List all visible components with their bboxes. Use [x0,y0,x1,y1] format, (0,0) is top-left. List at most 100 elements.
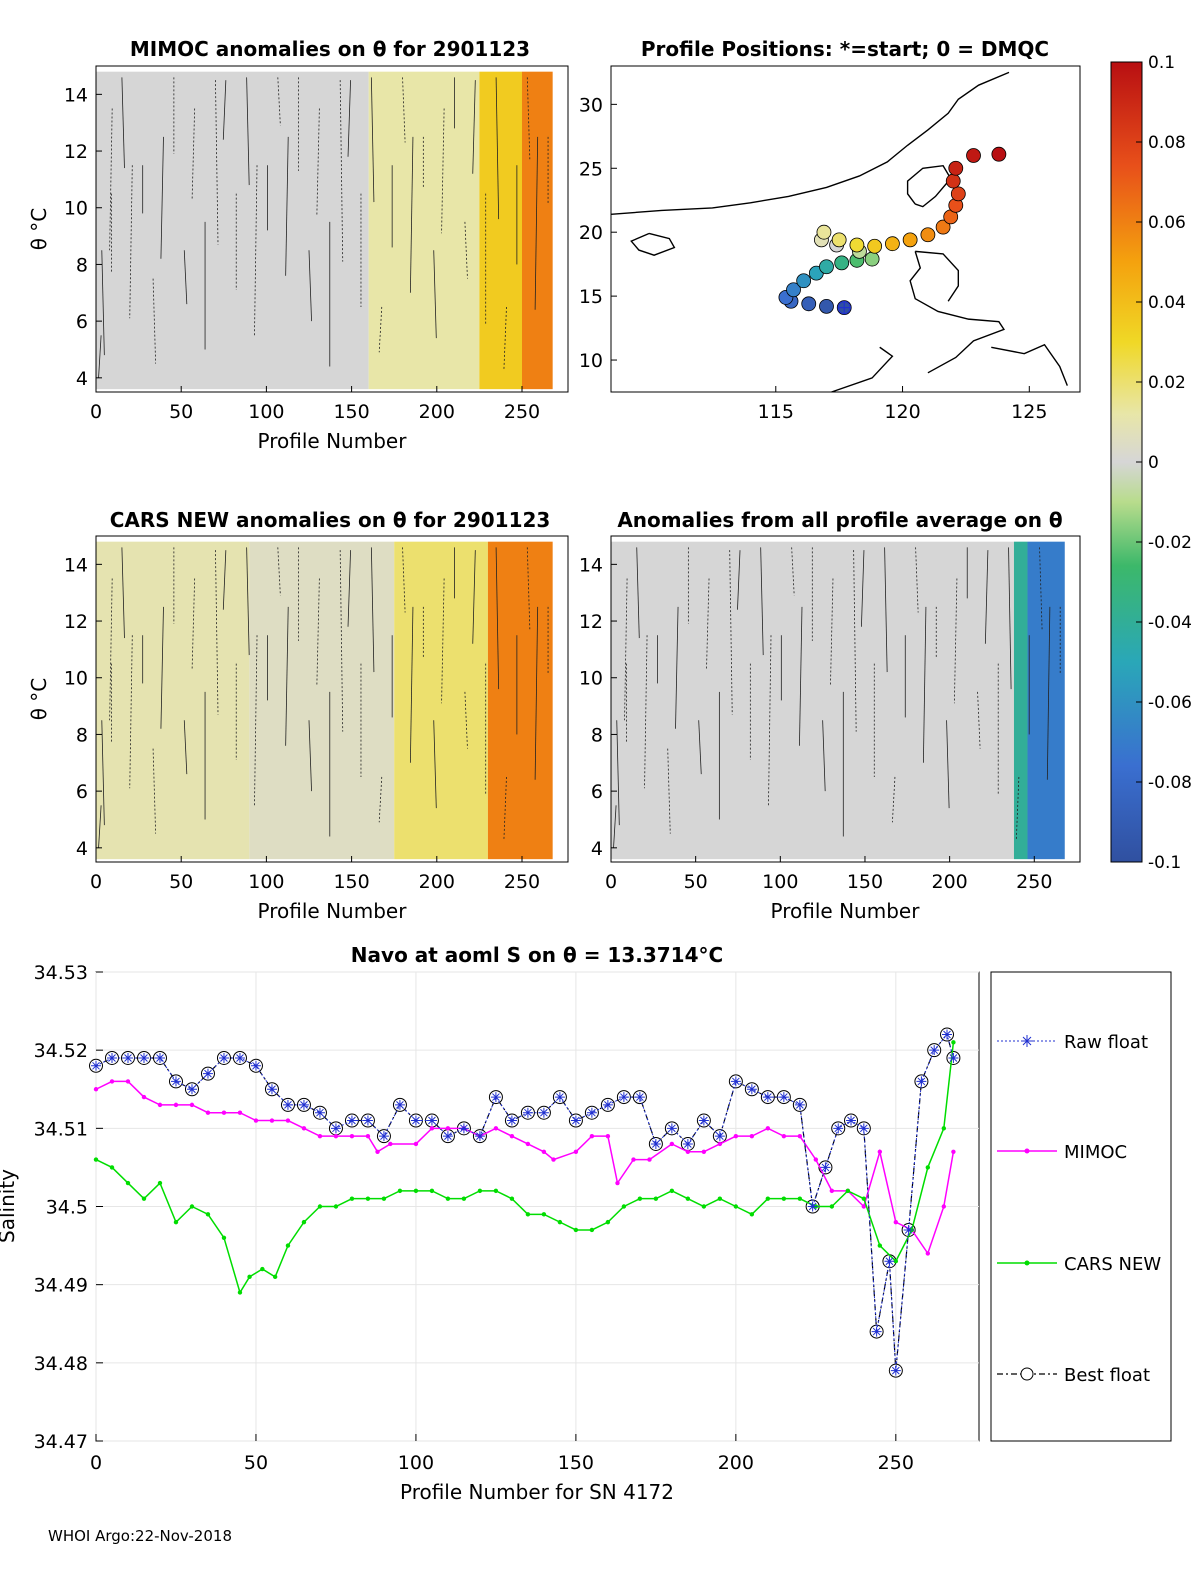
mimoc-point [717,1141,723,1147]
y-tick-label: 12 [64,141,88,163]
contour-line [534,136,539,310]
contour-line [464,691,468,749]
mimoc-point [333,1133,339,1139]
profile-position-marker [834,255,850,271]
profile-position-marker [950,186,966,202]
x-tick-label: 150 [558,1452,594,1474]
raw-float-marker [618,1092,629,1103]
contour-line [215,80,219,245]
raw-float-marker [394,1099,405,1110]
x-tick-label: 250 [1016,871,1052,893]
cars-new-point [951,1040,956,1045]
raw-float-marker [554,1092,565,1103]
mimoc-point [941,1204,947,1209]
x-tick-label: 115 [758,401,794,423]
contour-line [183,720,188,775]
cars-new-point [429,1188,435,1194]
mimoc-point [93,1087,99,1092]
raw-float-marker [282,1099,293,1110]
mimoc-point [205,1110,211,1115]
contour-line [946,720,950,809]
cars-new-point [861,1196,867,1201]
y-tick-label: 12 [64,611,88,633]
mimoc-point [589,1133,595,1139]
raw-float-marker [202,1068,213,1079]
y-tick-label: 4 [76,368,88,390]
x-tick-label: 100 [398,1452,434,1474]
coastline-6 [630,232,676,256]
cars-new-point [333,1204,339,1209]
contour-line [1046,606,1051,780]
y-tick-label: 30 [579,94,603,116]
y-tick-label: 10 [579,668,603,690]
x-tick-label: 100 [762,871,798,893]
allavg-title: Anomalies from all profile average on θ [617,508,1062,532]
y-tick-label: 6 [76,311,88,333]
mimoc-point [551,1157,556,1162]
legend-mimoc-marker [1024,1148,1030,1154]
cars-new-point [941,1126,947,1131]
raw-float-marker [650,1138,661,1149]
raw-float-marker [929,1045,940,1056]
cars-new-point [189,1204,195,1209]
profile-position-marker [902,232,918,248]
legend-raw-float-marker [1021,1035,1033,1047]
raw-float-marker [762,1092,773,1103]
positions-map [610,71,1068,393]
y-tick-label: 8 [76,724,88,746]
anomaly-band-2 [479,71,522,390]
y-tick-label: 34.5 [46,1197,88,1219]
colorbar-tick-label: 0.08 [1148,133,1186,153]
contour-line [644,635,648,789]
contour-line [316,108,320,217]
cars-new-point [125,1180,131,1186]
cars-new-point [701,1204,707,1209]
profile-position-marker [816,224,832,240]
x-tick-label: 0 [90,1452,102,1474]
contour-line [308,250,312,322]
mimoc-point [951,1149,956,1154]
allavg-panel: Anomalies from all profile average on θ … [579,508,1081,923]
colorbar-tick-label: 0.02 [1148,373,1186,393]
contour-line [160,606,164,729]
contour-line [254,165,258,336]
cars-new-point [365,1196,371,1201]
y-tick-label: 14 [64,84,88,106]
salinity-legend: Raw float MIMOC CARS NEW Best float [990,971,1172,1442]
contour-line [915,547,919,613]
raw-float-marker [916,1076,927,1087]
contour-line [129,635,133,789]
colorbar-tick-label: -0.08 [1148,773,1192,793]
cars-new-point [829,1204,835,1209]
salinity-xlabel: Profile Number for SN 4172 [400,1480,674,1504]
anomaly-band-3 [487,541,553,860]
contour-line [1015,776,1020,840]
mimoc-point [893,1219,899,1225]
colorbar-tick-label: 0.04 [1148,293,1186,313]
cars-new-point [205,1212,211,1217]
x-tick-label: 125 [1011,401,1047,423]
contour-line [495,547,500,690]
cars-new-point [621,1204,627,1209]
raw-float-marker [474,1131,485,1142]
contour-line [370,77,375,203]
raw-float-marker [506,1115,517,1126]
profile-position-marker [786,282,801,298]
cars-new-point [717,1196,723,1201]
colorbar-tick-label: -0.06 [1148,693,1192,713]
mimoc-axes-box [95,65,569,393]
y-tick-label: 14 [64,554,88,576]
salinity-title: Navo at aoml S on θ = 13.3714°C [351,943,723,967]
contour-line [526,77,531,160]
mimoc-point [173,1102,179,1108]
contour-line [861,550,865,627]
cars-new-point [685,1196,691,1201]
contour-line [121,547,125,639]
profile-position-marker [831,232,847,248]
y-tick-label: 6 [591,781,603,803]
anomaly-band-2 [1027,541,1065,860]
cars-new-point [397,1188,403,1194]
contour-line [402,547,406,613]
x-tick-label: 120 [884,401,920,423]
x-tick-label: 50 [169,871,193,893]
